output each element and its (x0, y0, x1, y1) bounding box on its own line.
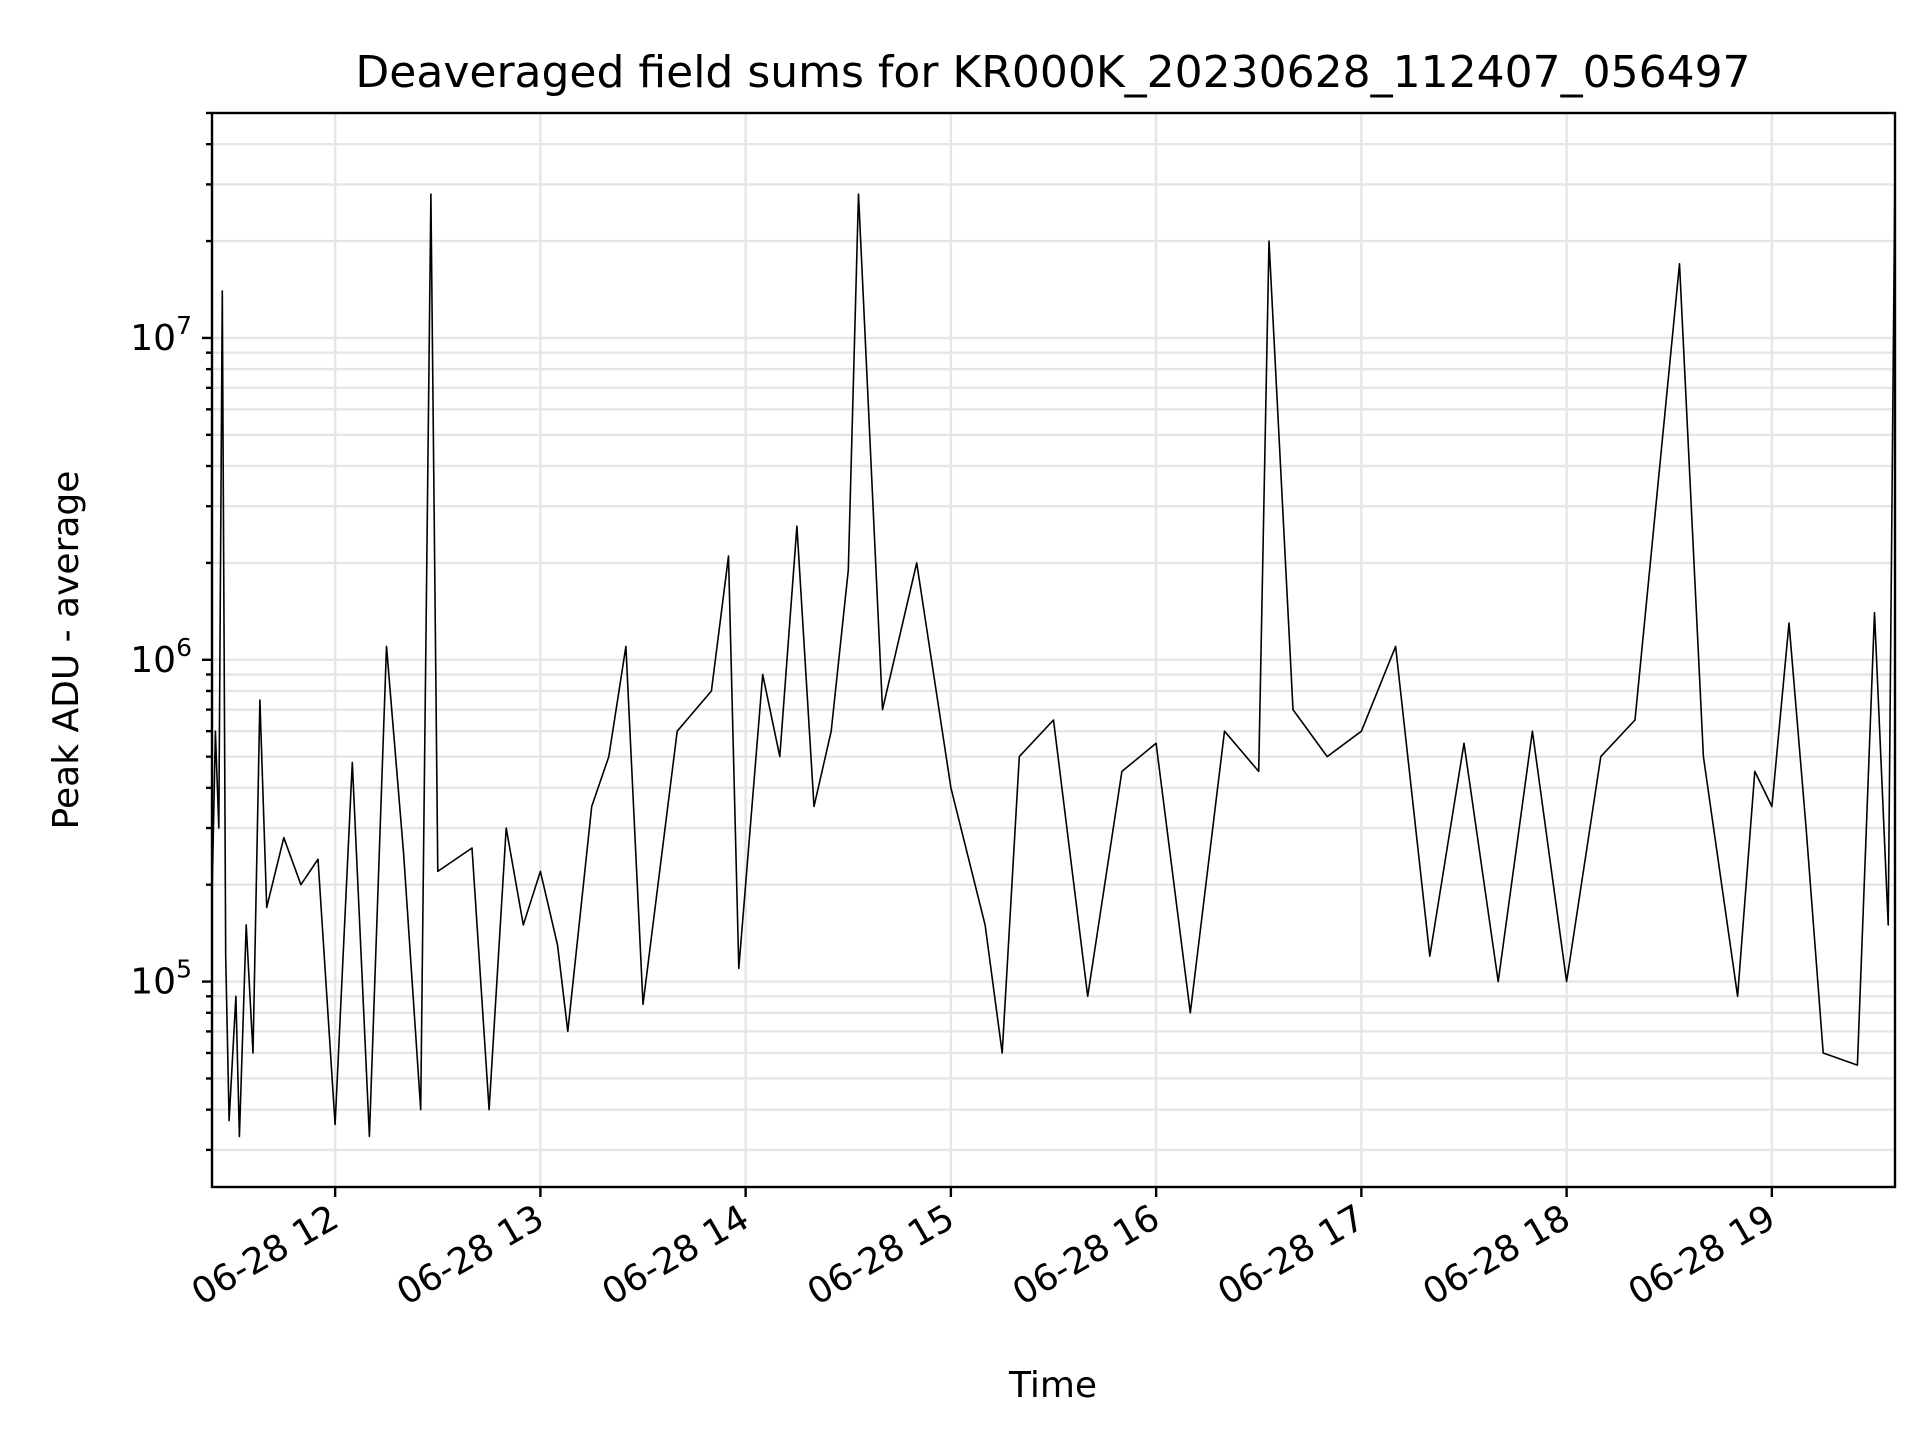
plot-frame (210, 111, 1897, 1189)
y-tick-label: 105 (130, 955, 192, 1003)
y-axis-ticks: 105 106 107 (130, 111, 212, 1152)
x-axis-label: Time (1008, 1365, 1097, 1406)
series-line (211, 162, 1896, 1138)
y-axis-label: Peak ADU - average (46, 471, 87, 830)
grid (212, 111, 1895, 1187)
y-tick-label: 106 (130, 633, 192, 681)
y-tick-label: 107 (130, 311, 192, 359)
chart-title: Deaveraged field sums for KR000K_2023062… (355, 47, 1750, 98)
